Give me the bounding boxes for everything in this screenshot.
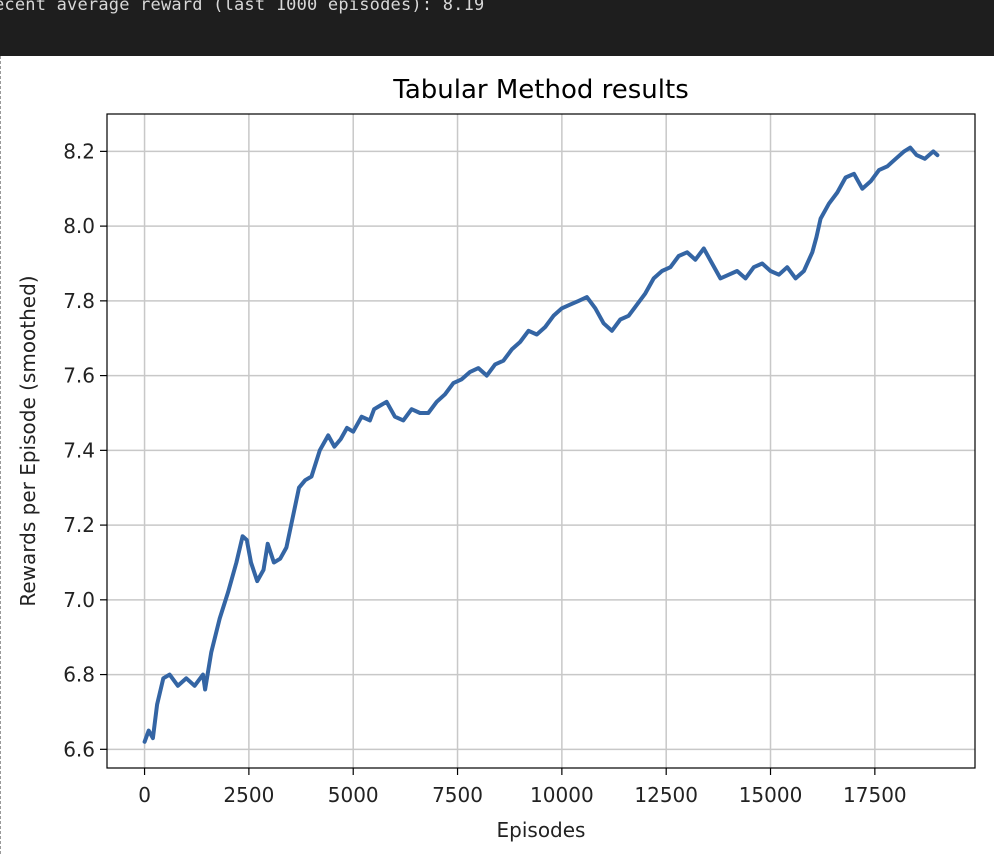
y-tick-label: 6.8 [63, 663, 95, 687]
x-tick-label: 0 [138, 783, 151, 807]
x-tick-label: 5000 [328, 783, 379, 807]
series-line [142, 145, 940, 744]
x-tick-label: 17500 [843, 783, 907, 807]
chart-title: Tabular Method results [392, 75, 688, 105]
x-axis-label: Episodes [497, 818, 586, 842]
x-tick-label: 12500 [634, 783, 698, 807]
x-axis-ticks: 0 2500 5000 7500 10000 12500 15000 17500 [138, 768, 907, 807]
y-tick-label: 8.2 [63, 139, 95, 163]
y-tick-label: 7.0 [63, 588, 95, 612]
x-tick-label: 15000 [739, 783, 803, 807]
y-axis-label: Rewards per Episode (smoothed) [16, 275, 40, 606]
y-tick-label: 7.4 [63, 438, 95, 462]
y-tick-label: 7.6 [63, 364, 95, 388]
y-tick-label: 7.8 [63, 289, 95, 313]
output-cell-border [0, 56, 994, 854]
y-tick-label: 8.0 [63, 214, 95, 238]
grid-lines [107, 114, 975, 768]
axes-frame [106, 113, 976, 769]
console-output-bar: ecent average reward (last 1000 episodes… [0, 0, 994, 56]
x-tick-label: 10000 [530, 783, 594, 807]
y-tick-label: 6.6 [63, 737, 95, 761]
console-output-text: ecent average reward (last 1000 episodes… [0, 0, 485, 15]
y-axis-ticks: 6.6 6.8 7.0 7.2 7.4 7.6 7.8 8.0 8.2 [63, 139, 107, 761]
x-tick-label: 2500 [223, 783, 274, 807]
x-tick-label: 7500 [432, 783, 483, 807]
y-tick-label: 7.2 [63, 513, 95, 537]
